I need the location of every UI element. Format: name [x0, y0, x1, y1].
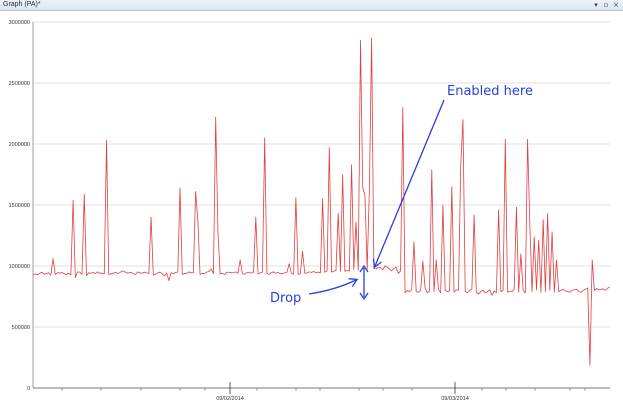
axes: 0 500000 1000000 1500000 2000000 2500000 30000… [9, 20, 610, 402]
line-chart: 0 500000 1000000 1500000 2000000 2500000 30000… [9, 20, 611, 402]
close-icon[interactable]: × [613, 1, 619, 9]
y-tick-label: 0 [27, 386, 30, 392]
drop-indicator-arrow-down [359, 292, 369, 301]
drop-indicator-arrow-up [359, 264, 369, 273]
y-tick-label: 500000 [12, 325, 30, 331]
chart-area: 0 500000 1000000 1500000 2000000 2500000 30000… [0, 12, 623, 410]
series-line [32, 37, 611, 366]
gridlines [33, 21, 610, 389]
pin-icon[interactable]: ▾ [594, 1, 598, 9]
annotation-drop-label: Drop [270, 291, 301, 306]
x-tick-label: 09/03/2014 [441, 396, 469, 402]
annotations-layer: Enabled here Drop [270, 84, 533, 306]
float-icon[interactable]: ▫ [603, 1, 609, 9]
series-layer [32, 37, 611, 366]
annotation-enabled-label: Enabled here [447, 84, 533, 99]
window-title: Graph (PA)* [3, 1, 41, 8]
annotation-drop-arrow [308, 280, 356, 295]
x-tick-label: 09/02/2014 [216, 396, 244, 402]
y-tick-label: 1000000 [9, 264, 30, 270]
y-tick-label: 1500000 [9, 203, 30, 209]
window-controls: ▾ ▫ × [592, 0, 620, 10]
y-tick-label: 3000000 [9, 20, 30, 26]
annotation-enabled-arrow [375, 99, 445, 266]
window-titlebar: Graph (PA)* ▾ ▫ × [0, 0, 623, 11]
y-tick-label: 2000000 [9, 142, 30, 148]
y-tick-label: 2500000 [9, 81, 30, 87]
